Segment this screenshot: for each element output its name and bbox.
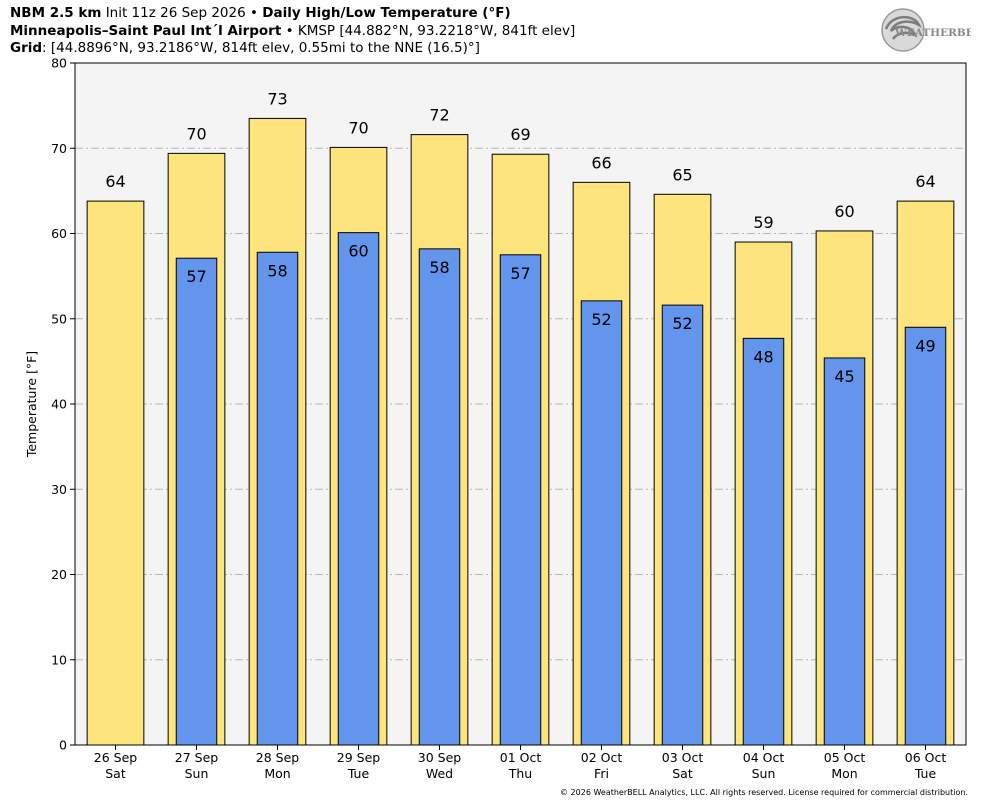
high-temp-label: 70: [348, 118, 368, 137]
model-name: NBM 2.5 km: [10, 5, 102, 21]
y-tick-label: 50: [51, 311, 67, 326]
high-temp-label: 64: [105, 172, 125, 191]
low-temp-label: 60: [348, 242, 368, 261]
grid-line: Grid: [44.8896°N, 93.2186°W, 814ft elev,…: [10, 40, 480, 57]
high-temp-label: 59: [753, 213, 773, 232]
logo-swirl-icon: [884, 16, 923, 40]
y-tick-label: 60: [51, 226, 67, 241]
low-temp-bar: [499, 254, 542, 746]
low-temp-label: 58: [429, 258, 449, 277]
y-tick-label: 20: [51, 567, 67, 582]
low-temp-bar: [904, 326, 947, 746]
station-info: KMSP [44.882°N, 93.2218°W, 841ft elev]: [297, 23, 576, 39]
x-tick-date: 01 Oct: [500, 750, 542, 765]
high-temp-label: 66: [591, 153, 611, 172]
high-temp-label: 73: [267, 89, 287, 108]
x-tick-date: 26 Sep: [94, 750, 138, 765]
x-tick-day: Sun: [752, 766, 776, 781]
station-name: Minneapolis–Saint Paul Int´l Airport: [10, 23, 282, 39]
y-tick-label: 40: [51, 397, 67, 412]
low-temp-bar: [742, 337, 785, 746]
x-tick-date: 27 Sep: [175, 750, 219, 765]
low-temp-label: 52: [672, 314, 692, 333]
high-temp-label: 64: [915, 172, 935, 191]
bullet: •: [249, 5, 258, 21]
low-temp-label: 45: [834, 367, 854, 386]
low-temp-label: 57: [186, 267, 206, 286]
weatherbell-logo: WEATHERBELL: [881, 8, 971, 52]
low-temp-bar: [661, 304, 704, 746]
y-tick-label: 0: [59, 738, 67, 753]
x-tick-date: 02 Oct: [581, 750, 623, 765]
low-temp-label: 49: [915, 336, 935, 355]
bullet: •: [285, 23, 294, 39]
grid-label: Grid: [10, 40, 43, 56]
y-axis-label: Temperature [°F]: [24, 351, 39, 458]
high-temp-label: 72: [429, 106, 449, 125]
x-tick-date: 30 Sep: [418, 750, 462, 765]
x-tick-date: 04 Oct: [743, 750, 785, 765]
y-tick-label: 10: [51, 652, 67, 667]
plot-frame: [74, 62, 967, 746]
low-temp-bar: [823, 357, 866, 746]
x-tick-day: Mon: [831, 766, 857, 781]
high-temp-label: 70: [186, 124, 206, 143]
grid-info: : [44.8896°N, 93.2186°W, 814ft elev, 0.5…: [42, 40, 480, 56]
init-time: Init 11z 26 Sep 2026: [105, 5, 246, 21]
high-temp-label: 65: [672, 165, 692, 184]
low-temp-label: 58: [267, 261, 287, 280]
station-line: Minneapolis–Saint Paul Int´l Airport • K…: [10, 23, 575, 40]
low-temp-label: 48: [753, 347, 773, 366]
x-tick-date: 06 Oct: [905, 750, 947, 765]
x-tick-day: Thu: [508, 766, 532, 781]
x-tick-day: Sun: [185, 766, 209, 781]
x-tick-day: Tue: [347, 766, 370, 781]
low-temp-bar: [418, 248, 461, 746]
x-tick-day: Sat: [105, 766, 126, 781]
low-temp-label: 52: [591, 310, 611, 329]
high-temp-bar: [86, 200, 145, 746]
x-tick-date: 28 Sep: [256, 750, 300, 765]
low-temp-bar: [580, 300, 623, 746]
y-tick-label: 80: [51, 56, 67, 71]
low-temp-bar: [337, 232, 380, 746]
logo-text: WEATHERBELL: [894, 27, 971, 39]
copyright-footer: © 2026 WeatherBELL Analytics, LLC. All r…: [560, 788, 968, 797]
low-temp-label: 57: [510, 264, 530, 283]
x-tick-day: Mon: [264, 766, 290, 781]
high-temp-label: 60: [834, 202, 854, 221]
y-tick-label: 30: [51, 482, 67, 497]
x-tick-day: Tue: [914, 766, 937, 781]
y-tick-label: 70: [51, 141, 67, 156]
product-name: Daily High/Low Temperature (°F): [262, 5, 511, 21]
x-tick-day: Fri: [594, 766, 609, 781]
chart-title: NBM 2.5 km Init 11z 26 Sep 2026 • Daily …: [10, 5, 511, 22]
x-tick-date: 03 Oct: [662, 750, 704, 765]
x-tick-day: Sat: [672, 766, 693, 781]
low-temp-bar: [256, 251, 299, 746]
x-tick-day: Wed: [426, 766, 453, 781]
high-temp-label: 69: [510, 125, 530, 144]
x-tick-date: 29 Sep: [337, 750, 381, 765]
x-tick-date: 05 Oct: [824, 750, 866, 765]
low-temp-bar: [175, 257, 218, 746]
